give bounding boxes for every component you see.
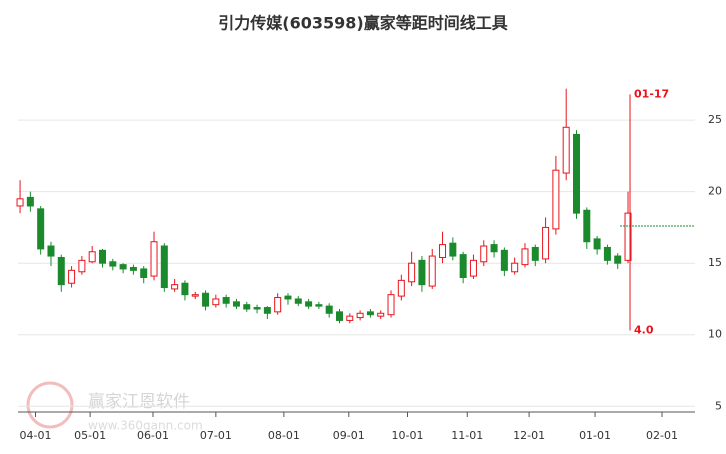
marker-label: 4.0: [634, 323, 654, 336]
candle-body: [583, 209, 591, 243]
watermark-logo: [26, 381, 74, 429]
x-tick-label: 04-01: [20, 429, 52, 442]
candle-body: [624, 212, 632, 261]
candle-body: [263, 307, 271, 314]
candle-body: [129, 266, 137, 271]
candle-body: [243, 304, 251, 310]
candle-body: [500, 249, 508, 271]
candle-body: [449, 242, 457, 257]
candle-body: [387, 294, 395, 316]
x-tick-label: 05-01: [74, 429, 106, 442]
candle-body: [140, 268, 148, 279]
candle-body: [377, 312, 385, 317]
x-tick-label: 06-01: [137, 429, 169, 442]
candle-body: [150, 241, 158, 277]
candle-body: [47, 245, 55, 257]
candle-body: [171, 284, 179, 290]
candle-body: [232, 301, 240, 307]
candle-body: [562, 126, 570, 174]
x-tick-label: 07-01: [200, 429, 232, 442]
candle-body: [222, 297, 230, 304]
marker-date: 01-17: [634, 87, 669, 100]
candle-body: [552, 169, 560, 230]
candle-body: [490, 244, 498, 253]
candle-body: [294, 298, 302, 304]
watermark-brand: 赢家江恩软件: [88, 392, 190, 412]
candle-body: [212, 298, 220, 306]
candle-body: [98, 249, 106, 264]
candle-body: [346, 315, 354, 321]
y-tick-label: 15: [708, 256, 722, 269]
candle-body: [511, 262, 519, 273]
candle-body: [284, 295, 292, 300]
candle-body: [191, 294, 199, 297]
x-tick-label: 11-01: [451, 429, 483, 442]
candle-body: [542, 226, 550, 260]
candle-body: [603, 246, 611, 261]
x-tick-label: 10-01: [392, 429, 424, 442]
watermark-url: www.360gann.com: [88, 419, 203, 433]
candle-body: [78, 259, 86, 273]
candle-body: [26, 196, 34, 207]
candle-body: [181, 282, 189, 296]
candle-body: [109, 261, 117, 267]
candle-body: [459, 254, 467, 279]
candle-body: [325, 305, 333, 314]
candle-body: [335, 311, 343, 321]
candle-body: [469, 259, 477, 277]
candle-body: [572, 133, 580, 214]
candle-body: [356, 312, 364, 319]
x-tick-label: 12-01: [513, 429, 545, 442]
candle-body: [315, 304, 323, 307]
x-tick-label: 09-01: [333, 429, 365, 442]
candle-body: [68, 269, 76, 284]
candle-body: [37, 208, 45, 250]
candle-body: [428, 255, 436, 287]
chart-title: 引力传媒(603598)赢家等距时间线工具: [218, 14, 507, 33]
candle-body: [274, 297, 282, 313]
candle-body: [439, 244, 447, 258]
y-tick-label: 25: [708, 113, 722, 126]
candle-body: [397, 279, 405, 297]
watermark: 赢家江恩软件 www.360gann.com: [26, 381, 203, 433]
candle-body: [531, 246, 539, 261]
candle-body: [593, 238, 601, 250]
candle-body: [88, 251, 96, 263]
y-tick-label: 5: [715, 399, 722, 412]
candle-body: [57, 256, 65, 286]
x-tick-label: 08-01: [268, 429, 300, 442]
y-tick-label: 10: [708, 328, 722, 341]
candle-body: [119, 264, 127, 270]
candle-body: [366, 311, 374, 316]
candle-body: [305, 301, 313, 307]
x-tick-label: 01-01: [579, 429, 611, 442]
candle-body: [614, 255, 622, 264]
x-tick-label: 02-01: [646, 429, 678, 442]
candle-body: [16, 198, 24, 207]
candle-body: [480, 245, 488, 263]
y-tick-label: 20: [708, 185, 722, 198]
candle-body: [160, 245, 168, 289]
candle-body: [253, 307, 261, 310]
candle-body: [202, 292, 210, 307]
candle-body: [408, 262, 416, 283]
candle-body: [521, 248, 529, 266]
candle-body: [418, 259, 426, 286]
